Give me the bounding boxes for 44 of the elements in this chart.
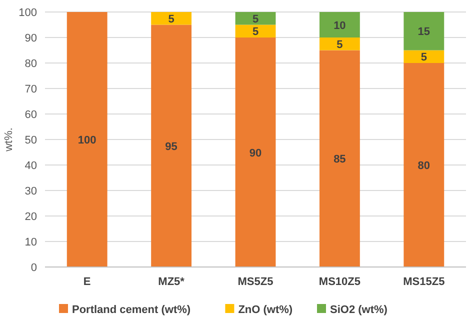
bar xyxy=(404,50,444,63)
bar xyxy=(319,12,360,38)
bar xyxy=(151,12,192,25)
legend-label: SiO2 (wt%) xyxy=(330,304,388,316)
y-tick-label: 40 xyxy=(24,160,37,172)
legend-label: Portland cement (wt%) xyxy=(72,304,191,316)
y-tick-label: 10 xyxy=(24,236,37,248)
data-label: 15 xyxy=(418,26,430,38)
x-tick-label: E xyxy=(83,276,91,288)
data-label: 85 xyxy=(334,154,346,166)
bar xyxy=(404,12,444,50)
bar xyxy=(319,38,360,50)
data-label: 80 xyxy=(418,160,430,172)
y-tick-label: 20 xyxy=(24,211,37,223)
y-tick-label: 100 xyxy=(18,7,37,19)
y-tick-label: 0 xyxy=(30,262,37,274)
y-tick-label: 70 xyxy=(24,84,37,96)
data-label: 90 xyxy=(249,147,262,160)
bar xyxy=(404,63,444,267)
legend-label: ZnO (wt%) xyxy=(238,304,293,316)
data-label: 5 xyxy=(252,13,259,26)
bar xyxy=(235,38,276,267)
data-label: 5 xyxy=(336,38,343,51)
data-label: 100 xyxy=(78,134,96,146)
data-label: 5 xyxy=(168,13,174,26)
bar xyxy=(235,12,276,25)
x-tick-label: MS15Z5 xyxy=(403,276,445,288)
y-tick-label: 90 xyxy=(24,32,37,44)
bar xyxy=(66,12,108,267)
data-label: 10 xyxy=(334,20,346,32)
data-label: 5 xyxy=(420,52,427,64)
y-tick-label: 50 xyxy=(24,134,37,146)
data-label: 5 xyxy=(252,26,259,38)
y-tick-label: 30 xyxy=(24,186,37,198)
y-axis-title: wt%. xyxy=(3,128,15,152)
x-tick-label: MZ5* xyxy=(158,276,186,288)
bar xyxy=(151,24,192,267)
data-label: 95 xyxy=(165,140,178,153)
y-tick-label: 80 xyxy=(24,58,37,70)
x-tick-label: MS5Z5 xyxy=(238,276,274,288)
bar xyxy=(319,50,360,267)
bar xyxy=(235,24,276,38)
x-tick-label: MS10Z5 xyxy=(318,276,360,288)
y-tick-label: 60 xyxy=(24,109,37,121)
